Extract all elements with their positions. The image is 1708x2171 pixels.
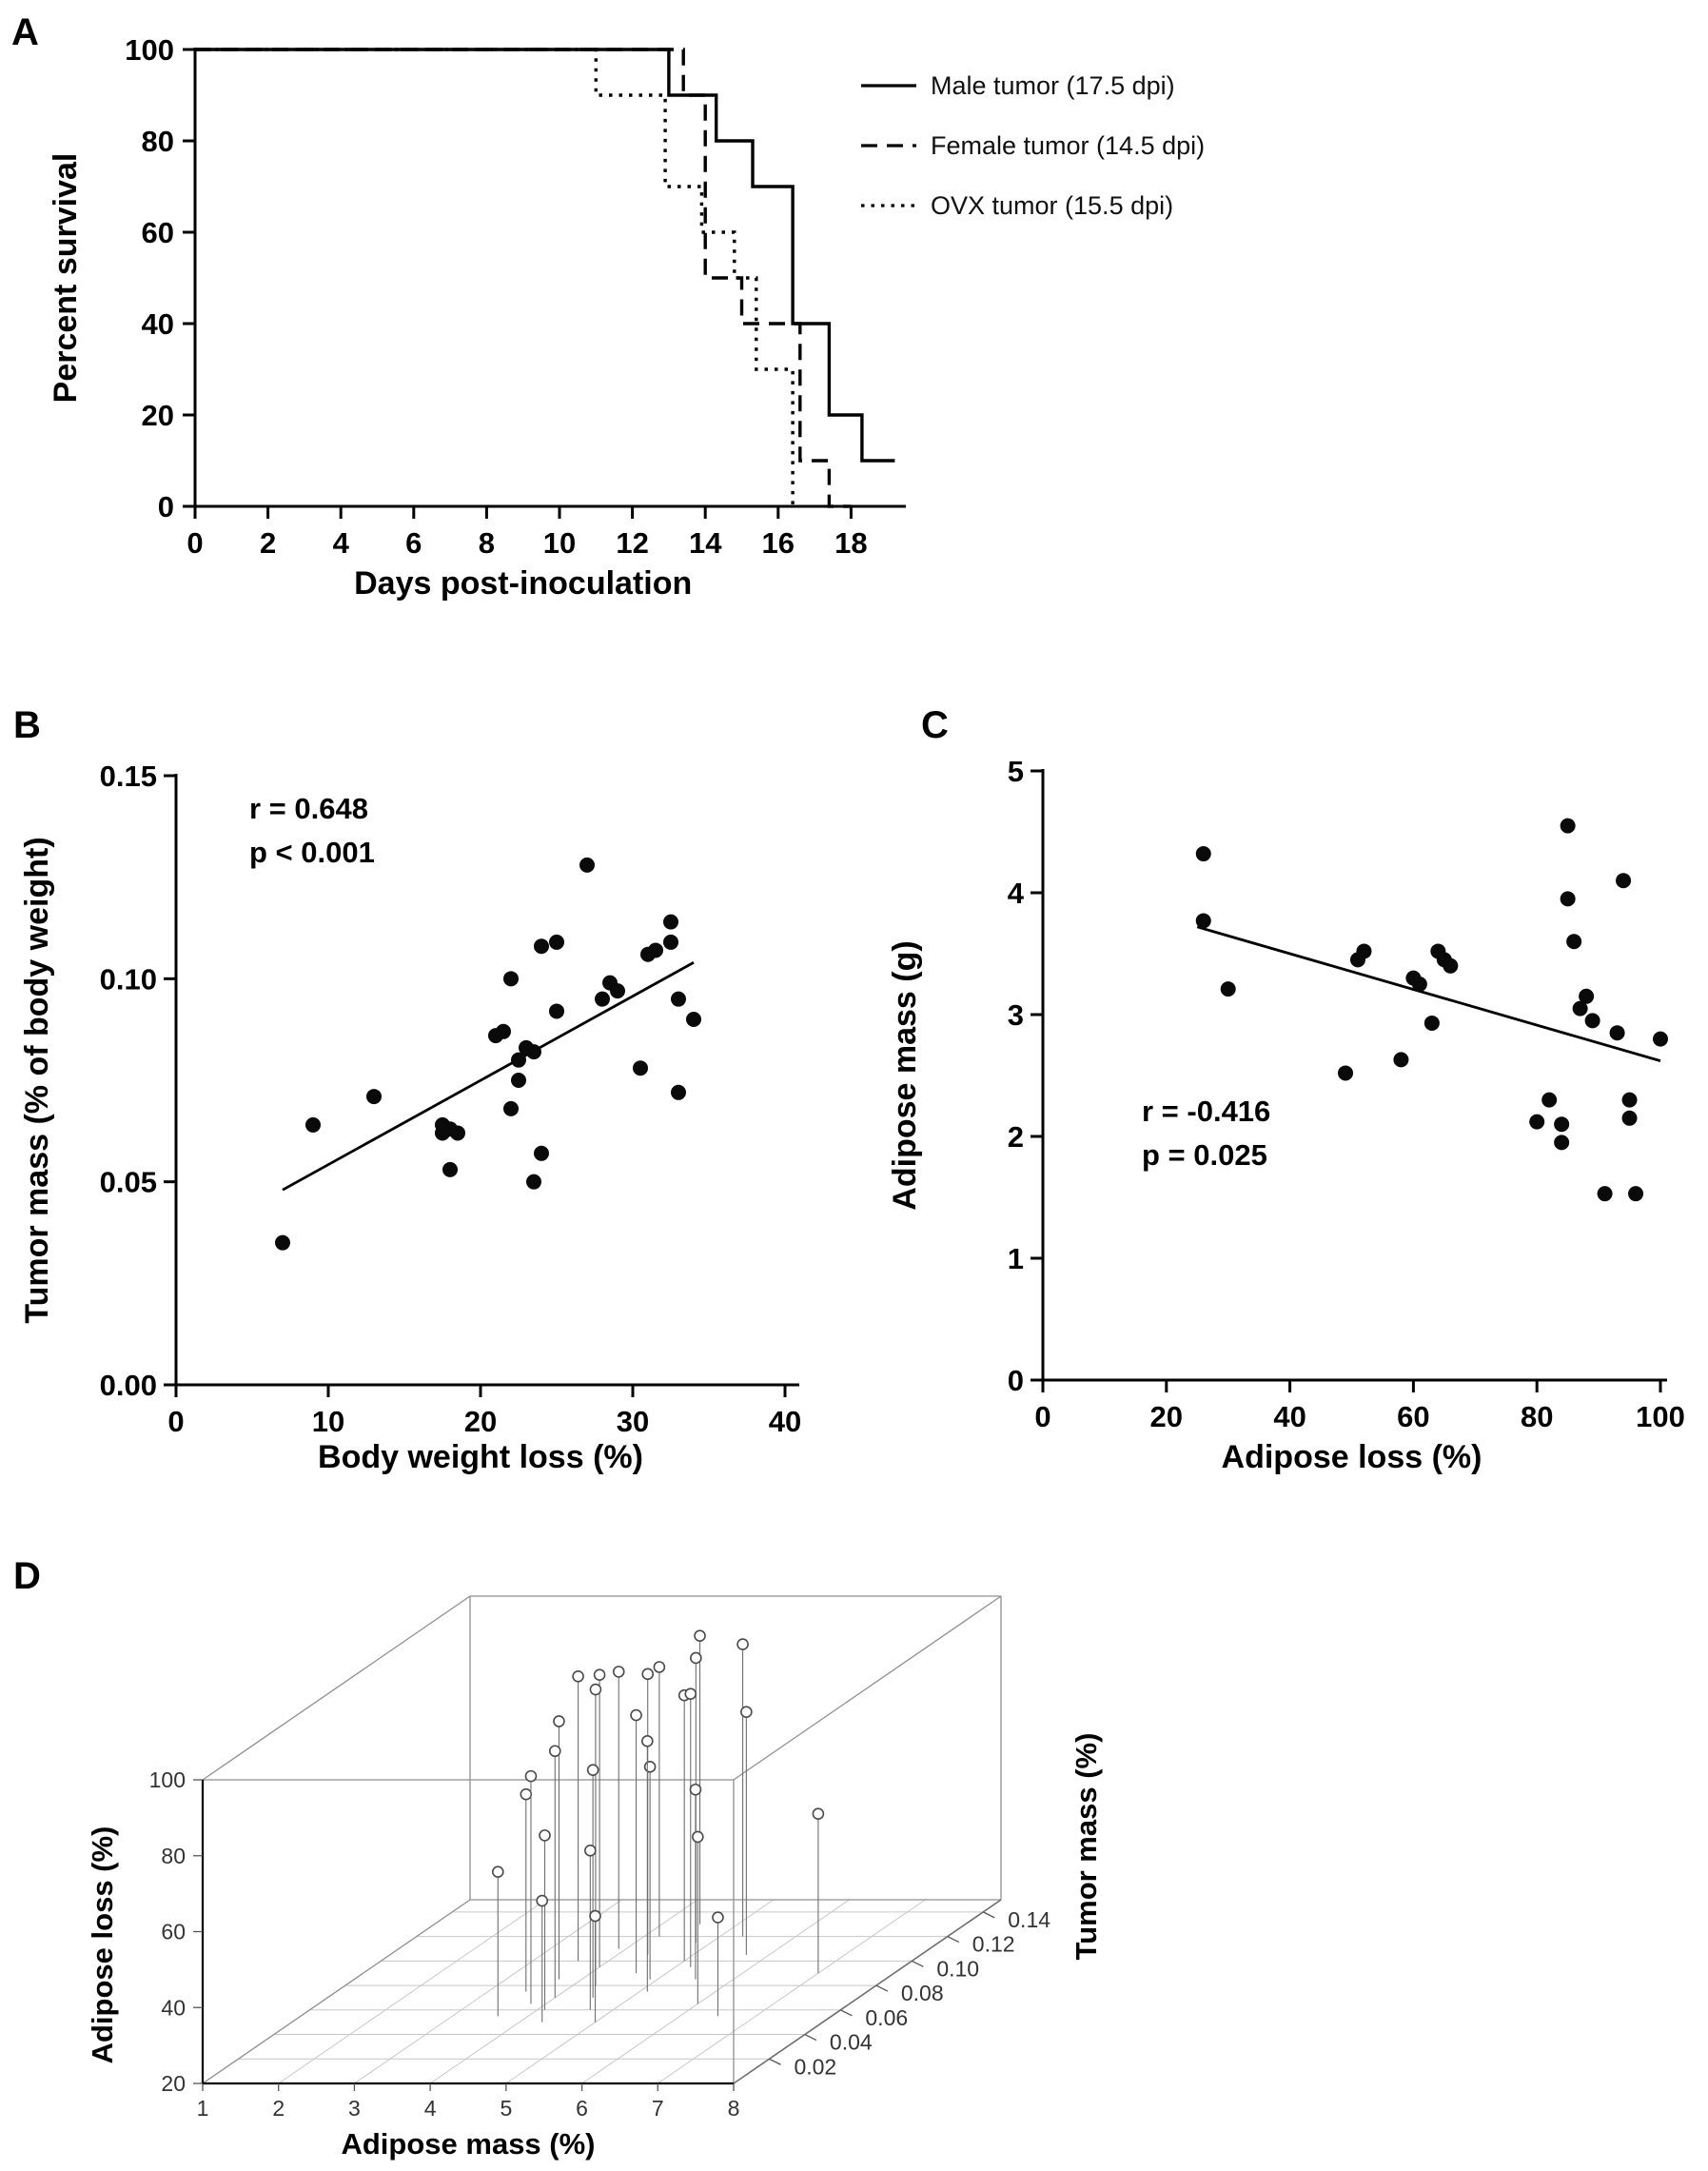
- svg-text:1: 1: [1008, 1242, 1024, 1275]
- svg-text:r = 0.648: r = 0.648: [249, 792, 368, 825]
- svg-text:5: 5: [500, 2096, 512, 2121]
- svg-text:0.10: 0.10: [100, 962, 157, 996]
- svg-text:Adipose mass (g): Adipose mass (g): [887, 940, 923, 1210]
- svg-text:80: 80: [142, 125, 174, 158]
- svg-text:Adipose loss (%): Adipose loss (%): [1222, 1439, 1482, 1475]
- svg-text:4: 4: [333, 526, 350, 560]
- svg-text:Female tumor (14.5 dpi): Female tumor (14.5 dpi): [931, 131, 1205, 160]
- svg-text:12: 12: [616, 526, 648, 560]
- svg-text:20: 20: [142, 399, 174, 432]
- svg-text:0.00: 0.00: [100, 1369, 157, 1402]
- svg-text:0.10: 0.10: [936, 1956, 979, 1981]
- svg-text:2: 2: [272, 2096, 285, 2121]
- svg-text:7: 7: [652, 2096, 664, 2121]
- svg-text:1: 1: [197, 2096, 209, 2121]
- svg-text:p < 0.001: p < 0.001: [249, 836, 375, 869]
- svg-text:Tumor mass (%): Tumor mass (%): [1070, 1733, 1103, 1961]
- svg-text:0.05: 0.05: [100, 1166, 157, 1199]
- svg-text:Body weight loss (%): Body weight loss (%): [318, 1439, 643, 1475]
- svg-text:40: 40: [1273, 1400, 1306, 1433]
- svg-text:20: 20: [464, 1405, 497, 1438]
- svg-text:100: 100: [149, 1767, 186, 1792]
- svg-text:0.15: 0.15: [100, 760, 157, 793]
- svg-text:2: 2: [260, 526, 276, 560]
- svg-text:Tumor mass (% of body weight): Tumor mass (% of body weight): [19, 837, 55, 1323]
- svg-text:40: 40: [142, 307, 174, 341]
- svg-text:0.08: 0.08: [901, 1981, 944, 2005]
- panel-b-label: B: [13, 704, 41, 746]
- svg-text:100: 100: [125, 33, 174, 67]
- svg-text:8: 8: [479, 526, 495, 560]
- svg-text:Days post-inoculation: Days post-inoculation: [354, 565, 692, 602]
- svg-text:40: 40: [161, 1995, 186, 2020]
- svg-text:3: 3: [1008, 998, 1024, 1032]
- svg-text:OVX tumor (15.5 dpi): OVX tumor (15.5 dpi): [931, 191, 1173, 220]
- tumor-vs-weightloss-scatter-chart: 0 10 20 30 40 0.00 0.05 0.10 0.15 Body weight los…: [19, 760, 801, 1475]
- svg-text:3: 3: [348, 2096, 361, 2121]
- svg-text:60: 60: [161, 1920, 186, 1944]
- svg-text:8: 8: [728, 2096, 740, 2121]
- adipose-vs-adiposeloss-scatter-chart: 0 20 40 60 80 100 0 1 2 3 4 5 Adipose loss (%) Adipos…: [887, 755, 1685, 1475]
- svg-text:2: 2: [1008, 1120, 1024, 1154]
- svg-text:Adipose loss (%): Adipose loss (%): [86, 1826, 119, 2064]
- svg-text:Adipose mass (%): Adipose mass (%): [341, 2127, 595, 2161]
- svg-text:18: 18: [834, 526, 867, 560]
- svg-text:10: 10: [543, 526, 576, 560]
- svg-text:Male tumor (17.5 dpi): Male tumor (17.5 dpi): [931, 71, 1175, 100]
- svg-text:0: 0: [158, 490, 174, 523]
- svg-text:5: 5: [1008, 755, 1024, 788]
- svg-text:p = 0.025: p = 0.025: [1142, 1138, 1267, 1172]
- svg-text:6: 6: [576, 2096, 588, 2121]
- svg-text:0: 0: [187, 526, 203, 560]
- svg-text:0: 0: [167, 1405, 184, 1438]
- svg-text:20: 20: [161, 2071, 186, 2096]
- svg-text:100: 100: [1636, 1400, 1685, 1433]
- svg-text:4: 4: [424, 2096, 437, 2121]
- svg-text:4: 4: [1008, 877, 1025, 910]
- svg-text:0.02: 0.02: [794, 2054, 836, 2079]
- panel-d-label: D: [13, 1555, 41, 1597]
- svg-text:r = -0.416: r = -0.416: [1142, 1095, 1270, 1128]
- svg-text:80: 80: [161, 1844, 186, 1868]
- panel-a-label: A: [11, 11, 39, 53]
- 3d-stem-chart: 1 2 3 4 5 6 7 8204060801000.020.040.060.080.100…: [86, 1595, 1103, 2161]
- svg-text:10: 10: [312, 1405, 344, 1438]
- panel-c-label: C: [921, 704, 949, 746]
- svg-text:0: 0: [1008, 1364, 1024, 1397]
- svg-text:80: 80: [1521, 1400, 1553, 1433]
- svg-text:60: 60: [1397, 1400, 1429, 1433]
- svg-text:0.14: 0.14: [1008, 1907, 1050, 1932]
- svg-text:14: 14: [689, 526, 722, 560]
- survival-curve-chart: 0 2 4 6 8 10 12 14 16 18 0 20 40 60 80 100 Days post-ino…: [48, 33, 1205, 602]
- svg-text:6: 6: [405, 526, 422, 560]
- svg-text:16: 16: [762, 526, 795, 560]
- svg-text:30: 30: [617, 1405, 649, 1438]
- svg-text:0.06: 0.06: [865, 2005, 908, 2030]
- svg-text:40: 40: [769, 1405, 801, 1438]
- svg-text:60: 60: [142, 216, 174, 249]
- svg-text:0.04: 0.04: [830, 2030, 873, 2055]
- svg-text:20: 20: [1150, 1400, 1183, 1433]
- svg-text:0.12: 0.12: [972, 1932, 1015, 1957]
- svg-text:0: 0: [1034, 1400, 1050, 1433]
- svg-text:Percent survival: Percent survival: [48, 153, 84, 404]
